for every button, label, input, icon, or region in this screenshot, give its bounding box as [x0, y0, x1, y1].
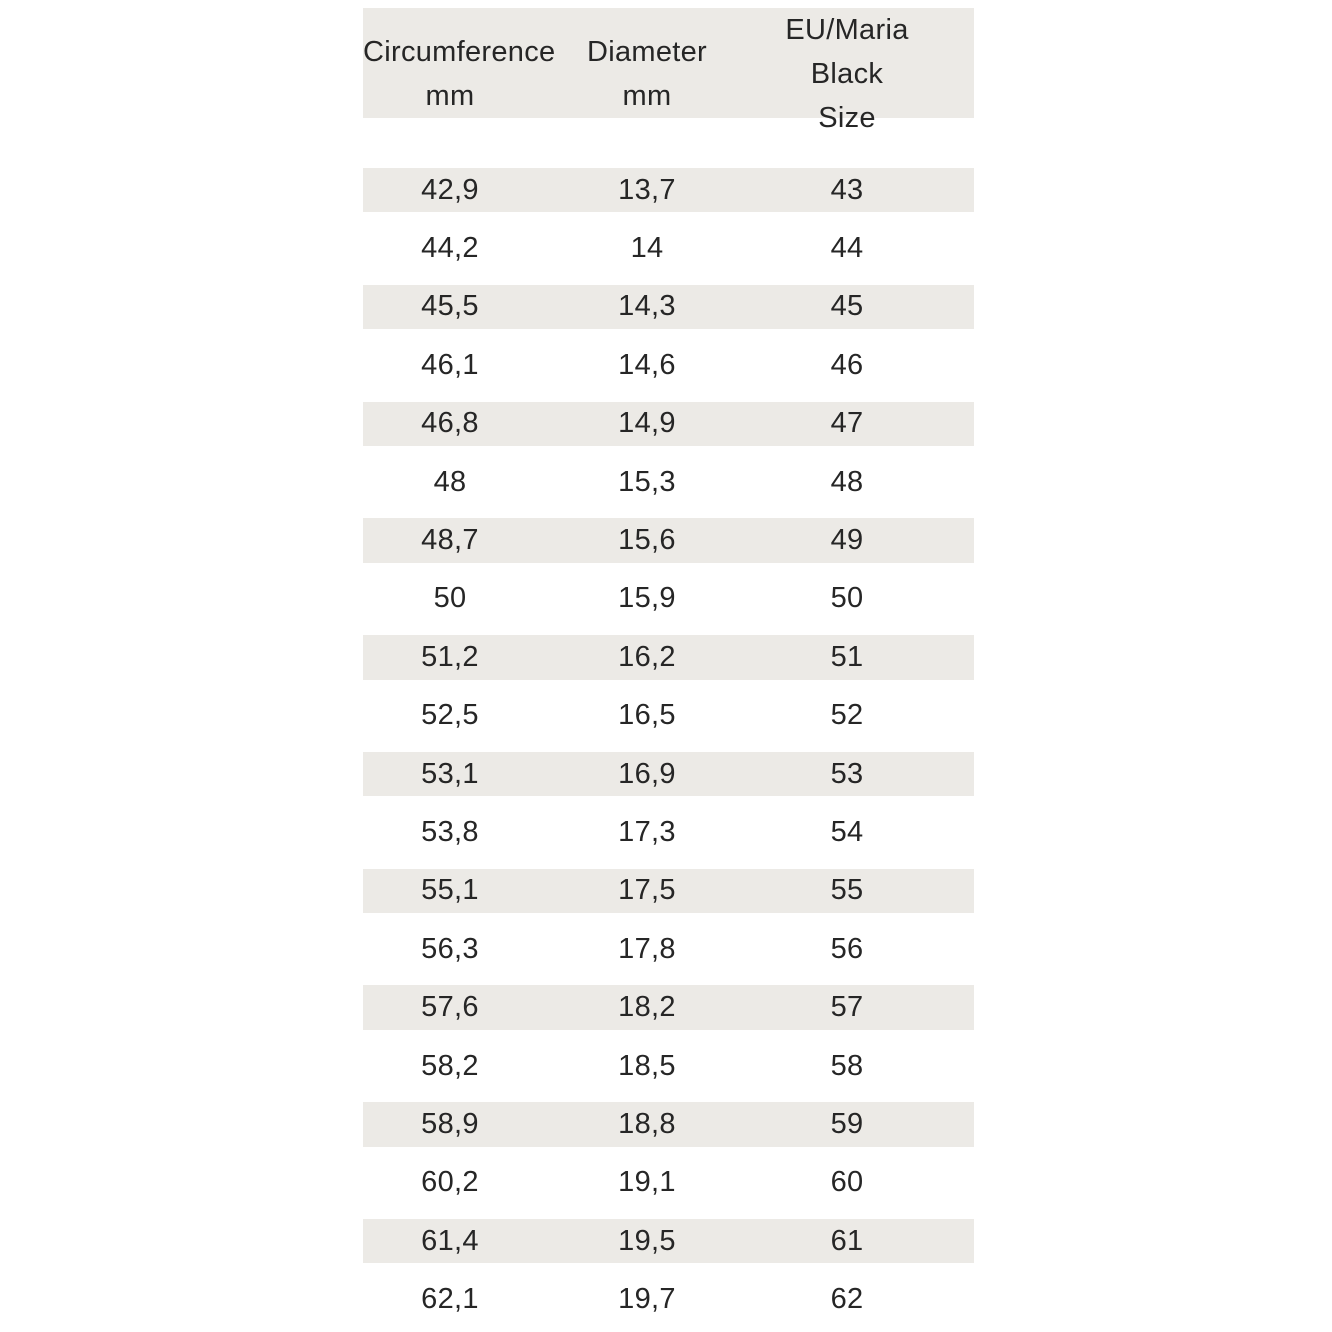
- table-row: 58,9 18,8 59: [363, 1095, 974, 1154]
- table-row: 50 15,9 50: [363, 570, 974, 628]
- cell-size: 47: [830, 407, 864, 440]
- cell-size: 50: [830, 582, 864, 615]
- table-header: Circumference mm Diameter mm EU/Maria Bl…: [363, 8, 974, 134]
- column-label: Diameter: [586, 36, 708, 68]
- table-row: 51,2 16,2 51: [363, 628, 974, 687]
- table-row: 56,3 17,8 56: [363, 920, 974, 978]
- cell-circumference: 57,6: [421, 991, 479, 1024]
- cell-circumference: 48: [433, 465, 467, 498]
- table-row: 60,2 19,1 60: [363, 1154, 974, 1212]
- cell-size: 45: [830, 290, 864, 323]
- cell-circumference: 50: [433, 582, 467, 615]
- cell-circumference: 61,4: [421, 1224, 479, 1257]
- cell-circumference: 56,3: [421, 932, 479, 965]
- ring-size-chart: Circumference mm Diameter mm EU/Maria Bl…: [363, 8, 974, 1329]
- table-row: 48,7 15,6 49: [363, 511, 974, 570]
- cell-circumference: 62,1: [421, 1283, 479, 1316]
- cell-circumference: 48,7: [421, 524, 479, 557]
- cell-diameter: 14: [630, 232, 664, 265]
- cell-diameter: 13,7: [618, 173, 676, 206]
- cell-size: 48: [830, 465, 864, 498]
- cell-size: 55: [830, 874, 864, 907]
- cell-circumference: 51,2: [421, 640, 479, 673]
- cell-diameter: 16,2: [618, 640, 676, 673]
- table-row: 48 15,3 48: [363, 453, 974, 511]
- cell-diameter: 19,1: [618, 1166, 676, 1199]
- cell-diameter: 18,5: [618, 1049, 676, 1082]
- table-row: 57,6 18,2 57: [363, 978, 974, 1037]
- table-row: 62,1 19,7 62: [363, 1270, 974, 1328]
- table-row: 45,5 14,3 45: [363, 277, 974, 337]
- column-unit: mm: [425, 80, 475, 112]
- cell-circumference: 46,8: [421, 407, 479, 440]
- table-row: 53,1 16,9 53: [363, 744, 974, 804]
- cell-diameter: 14,6: [618, 348, 676, 381]
- cell-diameter: 15,6: [618, 524, 676, 557]
- cell-size: 57: [830, 991, 864, 1024]
- cell-circumference: 46,1: [421, 348, 479, 381]
- cell-circumference: 53,8: [421, 815, 479, 848]
- cell-circumference: 58,9: [421, 1107, 479, 1140]
- cell-size: 60: [830, 1166, 864, 1199]
- cell-diameter: 19,7: [618, 1283, 676, 1316]
- cell-size: 49: [830, 524, 864, 557]
- table-row: 61,4 19,5 61: [363, 1212, 974, 1271]
- cell-diameter: 18,2: [618, 991, 676, 1024]
- cell-size: 54: [830, 815, 864, 848]
- cell-diameter: 15,3: [618, 465, 676, 498]
- cell-size: 53: [830, 757, 864, 790]
- cell-size: 59: [830, 1107, 864, 1140]
- cell-diameter: 15,9: [618, 582, 676, 615]
- table-row: 44,2 14 44: [363, 219, 974, 277]
- column-header-eu-size: EU/Maria Black Size: [757, 8, 937, 140]
- cell-diameter: 17,5: [618, 874, 676, 907]
- cell-diameter: 14,3: [618, 290, 676, 323]
- column-label: Circumference: [363, 36, 556, 68]
- cell-diameter: 18,8: [618, 1107, 676, 1140]
- column-header-circumference: Circumference mm: [363, 30, 556, 118]
- cell-circumference: 44,2: [421, 232, 479, 265]
- cell-circumference: 42,9: [421, 173, 479, 206]
- column-header-diameter: Diameter mm: [537, 30, 757, 118]
- cell-circumference: 58,2: [421, 1049, 479, 1082]
- column-unit: Size: [818, 102, 876, 134]
- table-body: 42,9 13,7 43 44,2 14 44 45,5 14,3 45 46,1 14,6 46 46…: [363, 161, 974, 1329]
- cell-diameter: 16,5: [618, 699, 676, 732]
- table-row: 52,5 16,5 52: [363, 687, 974, 745]
- cell-circumference: 45,5: [421, 290, 479, 323]
- cell-diameter: 19,5: [618, 1224, 676, 1257]
- table-row: 55,1 17,5 55: [363, 861, 974, 921]
- cell-circumference: 55,1: [421, 874, 479, 907]
- table-row: 46,8 14,9 47: [363, 394, 974, 453]
- cell-diameter: 14,9: [618, 407, 676, 440]
- cell-circumference: 60,2: [421, 1166, 479, 1199]
- cell-diameter: 17,3: [618, 815, 676, 848]
- cell-circumference: 52,5: [421, 699, 479, 732]
- cell-diameter: 16,9: [618, 757, 676, 790]
- table-row: 58,2 18,5 58: [363, 1037, 974, 1095]
- cell-size: 51: [830, 640, 864, 673]
- cell-size: 46: [830, 348, 864, 381]
- table-row: 53,8 17,3 54: [363, 803, 974, 861]
- column-label: EU/Maria Black: [785, 14, 909, 90]
- cell-size: 43: [830, 173, 864, 206]
- cell-size: 61: [830, 1224, 864, 1257]
- table-row: 42,9 13,7 43: [363, 161, 974, 220]
- cell-size: 58: [830, 1049, 864, 1082]
- cell-size: 44: [830, 232, 864, 265]
- column-unit: mm: [622, 80, 672, 112]
- cell-size: 62: [830, 1283, 864, 1316]
- table-row: 46,1 14,6 46: [363, 336, 974, 394]
- cell-size: 52: [830, 699, 864, 732]
- cell-diameter: 17,8: [618, 932, 676, 965]
- cell-size: 56: [830, 932, 864, 965]
- cell-circumference: 53,1: [421, 757, 479, 790]
